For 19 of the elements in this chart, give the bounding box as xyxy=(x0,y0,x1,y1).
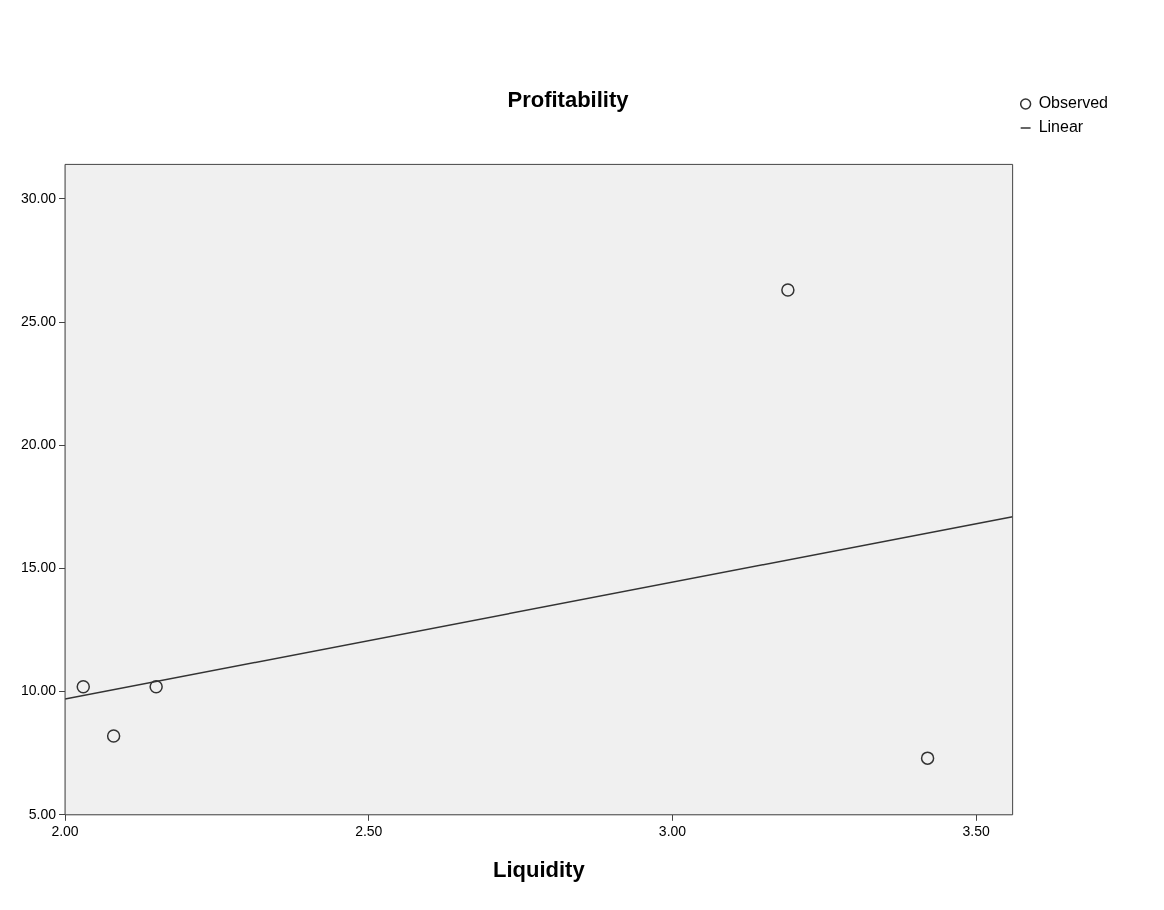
y-tick-label: 25.00 xyxy=(20,312,57,329)
y-tick-label: 10.00 xyxy=(20,682,57,699)
x-tick-label: 3.00 xyxy=(658,823,687,840)
y-tick-label: 15.00 xyxy=(20,559,57,576)
x-tick-label: 2.50 xyxy=(355,823,383,840)
legend-label: Observed xyxy=(1038,94,1109,112)
x-tick-label: 2.00 xyxy=(51,823,79,840)
point xyxy=(920,751,935,765)
x-axis-title: Liquidity xyxy=(493,856,586,882)
x-tick-label: 3.50 xyxy=(962,823,991,840)
point xyxy=(106,729,121,743)
point xyxy=(781,283,795,297)
y-tick-label: 20.00 xyxy=(20,436,57,453)
point xyxy=(149,679,163,694)
point xyxy=(76,679,91,694)
y-tick-label: 30.00 xyxy=(20,189,57,206)
chart-title: Profitability xyxy=(507,87,630,113)
legend-label: Linear xyxy=(1038,118,1084,136)
y-tick-label: 5.00 xyxy=(28,805,57,822)
